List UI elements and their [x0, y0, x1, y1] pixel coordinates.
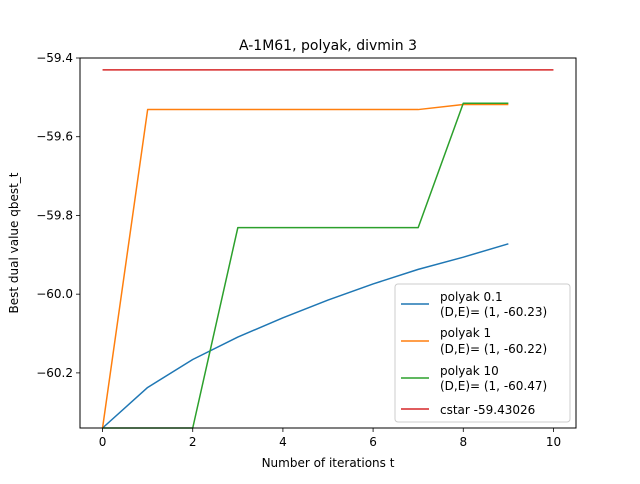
x-tick-label: 0 — [99, 435, 107, 449]
series-line-1 — [101, 103, 509, 429]
y-tick-label: −59.8 — [36, 208, 73, 222]
y-tick-label: −60.0 — [36, 287, 73, 301]
legend-label-3: cstar -59.43026 — [440, 403, 535, 417]
y-axis-label: Best dual value qbest_t — [7, 172, 21, 313]
x-tick-label: 8 — [459, 435, 467, 449]
legend-label-2: polyak 10 — [440, 364, 499, 378]
y-axis: −59.4 −59.6 −59.8 −60.0 −60.2 — [36, 51, 80, 380]
x-tick-label: 2 — [189, 435, 197, 449]
legend-sublabel-1: (D,E)= (1, -60.22) — [440, 342, 547, 356]
x-tick-label: 6 — [369, 435, 377, 449]
y-tick-label: −60.2 — [36, 366, 73, 380]
series-line-0 — [102, 243, 509, 429]
legend: polyak 0.1(D,E)= (1, -60.23) polyak 1 (D,E… — [394, 283, 571, 423]
legend-label-1: polyak 1 — [440, 326, 491, 340]
x-tick-label: 10 — [546, 435, 561, 449]
chart-title: A-1M61, polyak, divmin 3 — [239, 38, 417, 54]
legend-label-0: polyak 0.1 — [440, 290, 503, 304]
x-tick-label: 4 — [279, 435, 287, 449]
y-tick-label: −59.4 — [36, 51, 73, 65]
x-axis-label: Number of iterations t — [262, 456, 395, 470]
y-tick-label: −59.6 — [36, 130, 73, 144]
legend-sublabel-0: (D,E)= (1, -60.23) — [440, 305, 547, 319]
legend-box — [394, 283, 571, 423]
plot-frame — [79, 57, 577, 429]
x-axis: 0 2 4 6 8 10 — [99, 428, 561, 449]
legend-sublabel-2: (D,E)= (1, -60.47) — [440, 379, 547, 393]
